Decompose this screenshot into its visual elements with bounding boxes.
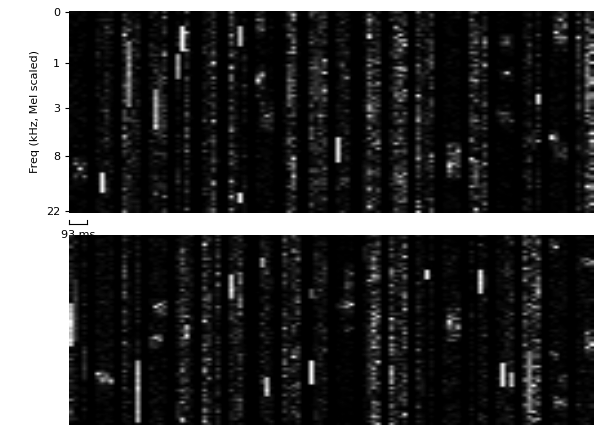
Y-axis label: Freq (kHz, Mel scaled): Freq (kHz, Mel scaled)	[30, 51, 40, 173]
Text: 93 ms: 93 ms	[61, 230, 95, 240]
